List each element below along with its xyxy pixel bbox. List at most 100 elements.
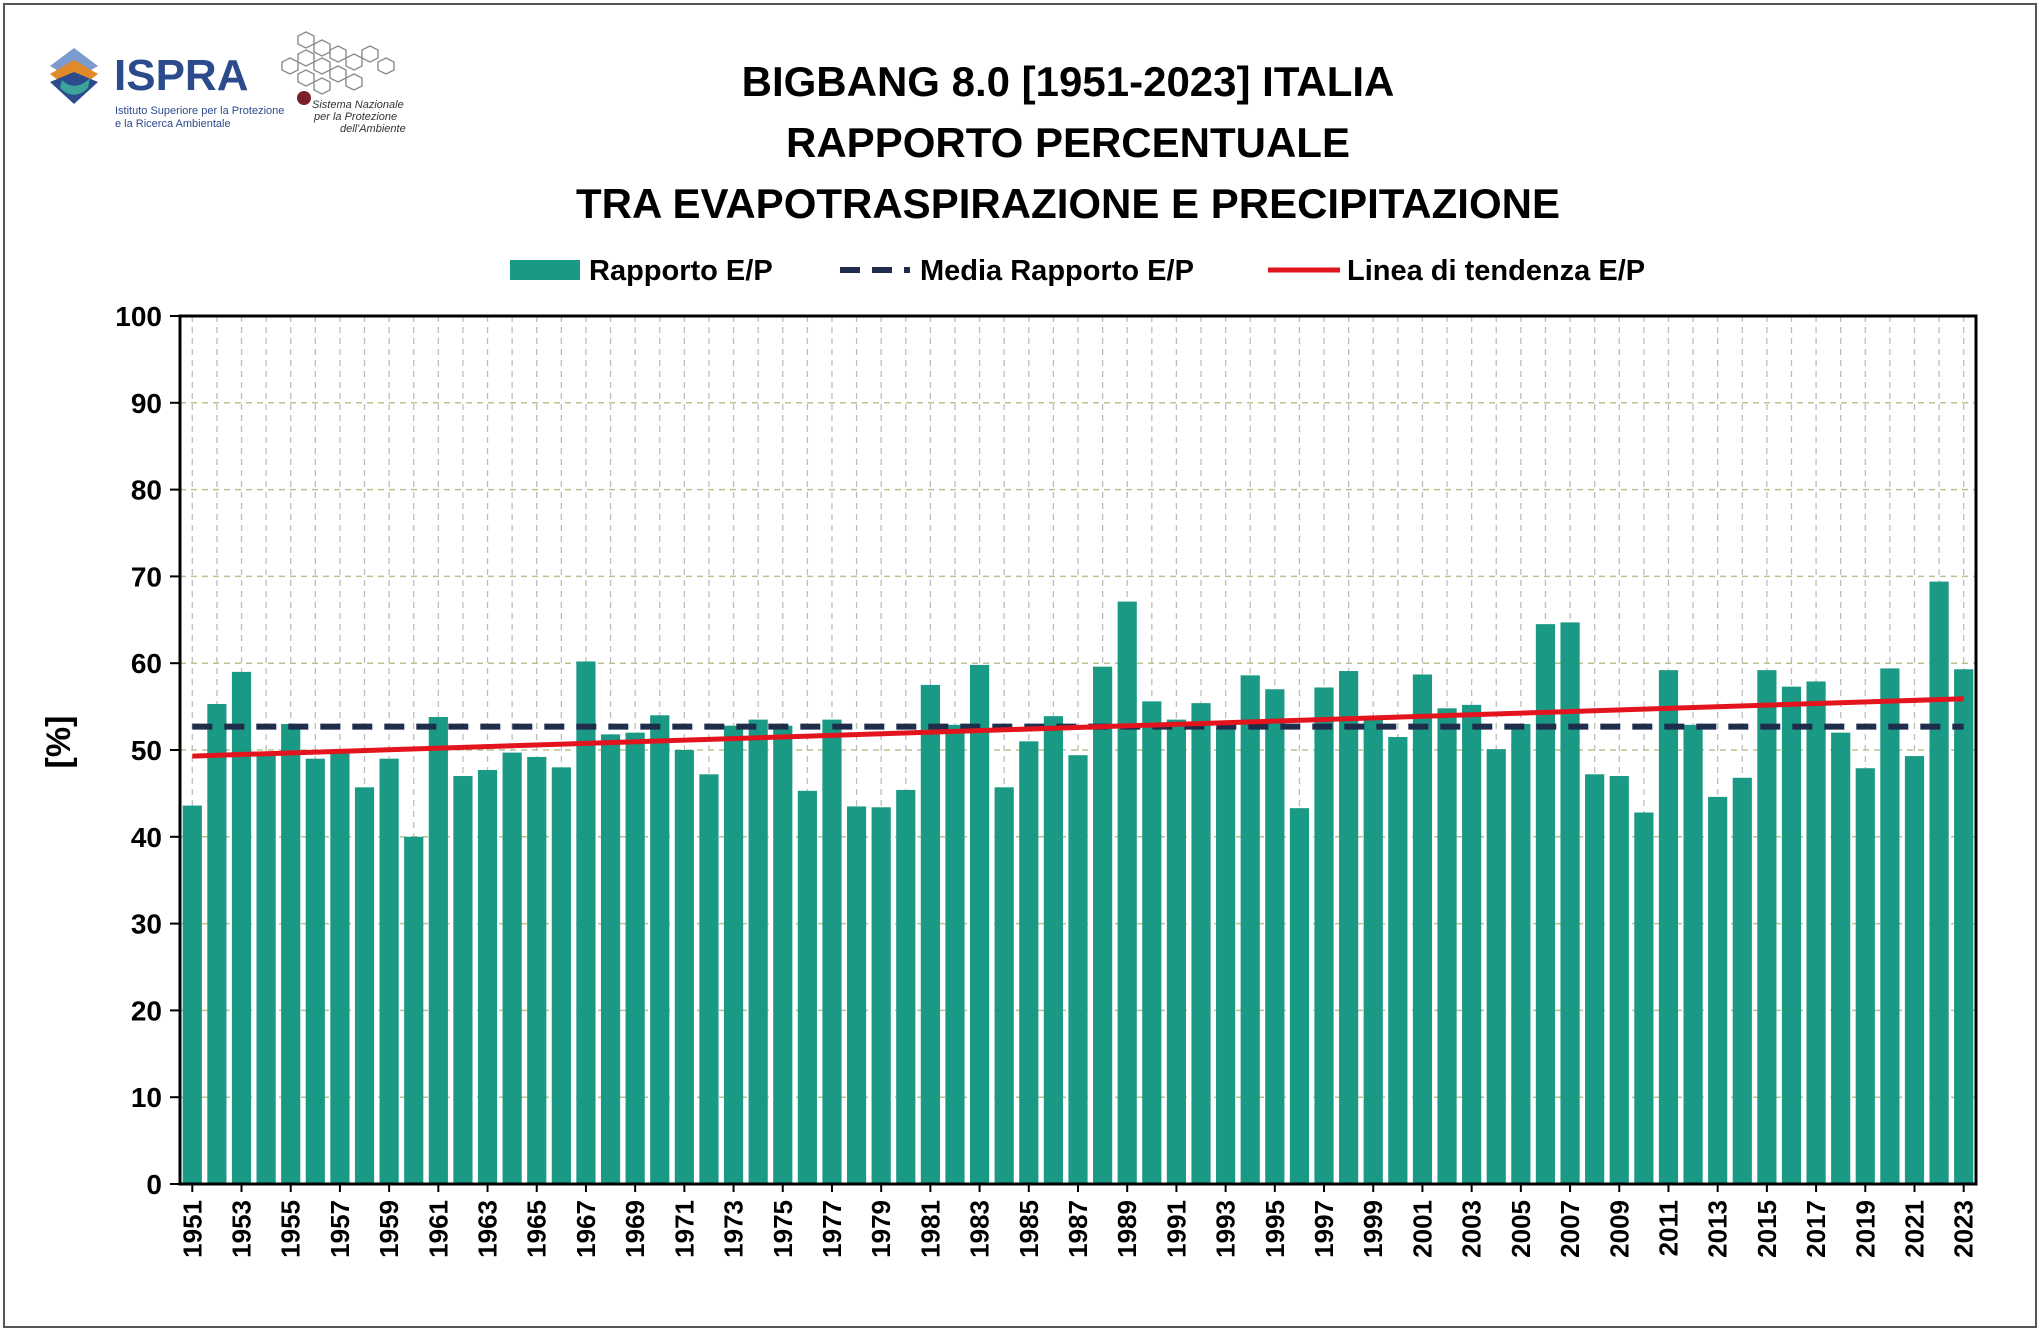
x-tick-label: 2015 <box>1752 1200 1782 1258</box>
x-tick-label: 1989 <box>1112 1200 1142 1258</box>
x-tick-label: 1975 <box>768 1200 798 1258</box>
bar-1986 <box>1043 716 1063 1184</box>
x-tick-label: 2009 <box>1604 1200 1634 1258</box>
x-tick-label: 1971 <box>669 1200 699 1258</box>
chart-title-line-2: RAPPORTO PERCENTUALE <box>786 119 1350 166</box>
x-tick-label: 1957 <box>325 1200 355 1258</box>
y-tick-label: 0 <box>146 1169 162 1200</box>
x-tick-label: 1985 <box>1014 1200 1044 1258</box>
chart-title-line-1: BIGBANG 8.0 [1951-2023] ITALIA <box>742 58 1395 105</box>
bar-2009 <box>1609 776 1629 1184</box>
bar-1956 <box>305 758 325 1184</box>
bar-1960 <box>404 836 424 1184</box>
y-tick-label: 100 <box>115 301 162 332</box>
bar-1977 <box>822 719 842 1184</box>
bar-2008 <box>1585 774 1605 1184</box>
bar-2018 <box>1831 732 1851 1184</box>
snpa-dot-icon <box>297 91 311 105</box>
bar-1996 <box>1289 808 1310 1184</box>
x-tick-label: 1977 <box>817 1200 847 1258</box>
bar-1980 <box>896 789 916 1184</box>
bar-2022 <box>1929 581 1949 1184</box>
bar-2000 <box>1388 736 1408 1184</box>
ispra-logo-icon <box>50 48 98 104</box>
x-tick-label: 1991 <box>1161 1200 1191 1258</box>
bar-1961 <box>428 717 448 1184</box>
x-tick-label: 1997 <box>1309 1200 1339 1258</box>
bar-2023 <box>1954 669 1974 1184</box>
x-tick-label: 1969 <box>620 1200 650 1258</box>
x-tick-label: 2017 <box>1801 1200 1831 1258</box>
x-tick-label: 1979 <box>866 1200 896 1258</box>
x-tick-label: 1973 <box>719 1200 749 1258</box>
bar-1959 <box>379 758 399 1184</box>
bar-1999 <box>1363 716 1383 1184</box>
chart-title-line-3: TRA EVAPOTRASPIRAZIONE E PRECIPITAZIONE <box>576 180 1560 227</box>
y-tick-label: 50 <box>131 735 162 766</box>
bar-1967 <box>576 661 596 1184</box>
bar-1997 <box>1314 687 1334 1184</box>
bar-2005 <box>1511 723 1531 1184</box>
bar-2013 <box>1708 796 1728 1184</box>
bar-2020 <box>1880 668 1900 1184</box>
bar-2012 <box>1683 724 1703 1184</box>
x-tick-label: 2019 <box>1850 1200 1880 1258</box>
bar-1990 <box>1142 701 1162 1184</box>
bar-2004 <box>1486 749 1506 1184</box>
x-tick-label: 1983 <box>965 1200 995 1258</box>
y-tick-label: 30 <box>131 909 162 940</box>
bar-1982 <box>945 724 965 1184</box>
x-tick-label: 1995 <box>1260 1200 1290 1258</box>
bar-1973 <box>723 725 744 1184</box>
x-tick-label: 2023 <box>1949 1200 1979 1258</box>
x-tick-label: 2003 <box>1457 1200 1487 1258</box>
snpa-hexagon-logo-icon <box>281 31 395 95</box>
trend-line <box>192 696 1964 759</box>
bar-1994 <box>1240 675 1260 1184</box>
y-tick-label: 80 <box>131 475 162 506</box>
bar-1993 <box>1216 727 1236 1184</box>
bar-1992 <box>1191 703 1211 1184</box>
bar-1983 <box>969 664 990 1184</box>
bar-2019 <box>1855 768 1875 1184</box>
legend-bar-swatch <box>510 260 580 280</box>
bar-1988 <box>1093 666 1113 1184</box>
x-tick-label: 2021 <box>1899 1200 1929 1258</box>
x-tick-label: 1965 <box>522 1200 552 1258</box>
x-tick-label: 2013 <box>1703 1200 1733 1258</box>
ispra-subtitle-2: e la Ricerca Ambientale <box>115 118 231 130</box>
y-axis-label: [%] <box>40 716 78 769</box>
bar-1995 <box>1265 689 1285 1184</box>
bar-1958 <box>354 787 375 1184</box>
bar-2021 <box>1904 756 1925 1184</box>
bar-1966 <box>551 767 571 1184</box>
x-tick-label: 1967 <box>571 1200 601 1258</box>
x-tick-label: 1993 <box>1211 1200 1241 1258</box>
bar-1970 <box>650 715 670 1184</box>
y-tick-label: 40 <box>131 822 162 853</box>
bar-1971 <box>674 750 694 1184</box>
bar-1985 <box>1019 741 1039 1184</box>
lines-layer <box>192 696 1964 759</box>
bar-1953 <box>231 671 252 1184</box>
bar-2006 <box>1535 624 1556 1184</box>
bar-2015 <box>1757 670 1777 1184</box>
bar-1963 <box>477 769 498 1184</box>
x-tick-label: 1999 <box>1358 1200 1388 1258</box>
y-tick-label: 20 <box>131 995 162 1026</box>
legend-trend-label: Linea di tendenza E/P <box>1347 255 1645 287</box>
snpa-line-3: dell'Ambiente <box>340 123 406 135</box>
bar-2014 <box>1732 777 1752 1184</box>
y-ticks: 0 10 20 30 40 50 60 70 80 90 100 <box>115 301 180 1200</box>
y-tick-label: 10 <box>131 1082 162 1113</box>
x-tick-label: 2011 <box>1653 1200 1683 1256</box>
bar-1968 <box>600 734 621 1184</box>
y-tick-label: 90 <box>131 388 162 419</box>
bar-1974 <box>748 719 768 1184</box>
bars-layer <box>182 581 1974 1184</box>
x-tick-label: 1951 <box>177 1200 207 1258</box>
bar-1975 <box>773 725 793 1184</box>
bar-1981 <box>920 684 940 1184</box>
bar-2011 <box>1658 670 1679 1184</box>
bar-1976 <box>797 790 817 1184</box>
